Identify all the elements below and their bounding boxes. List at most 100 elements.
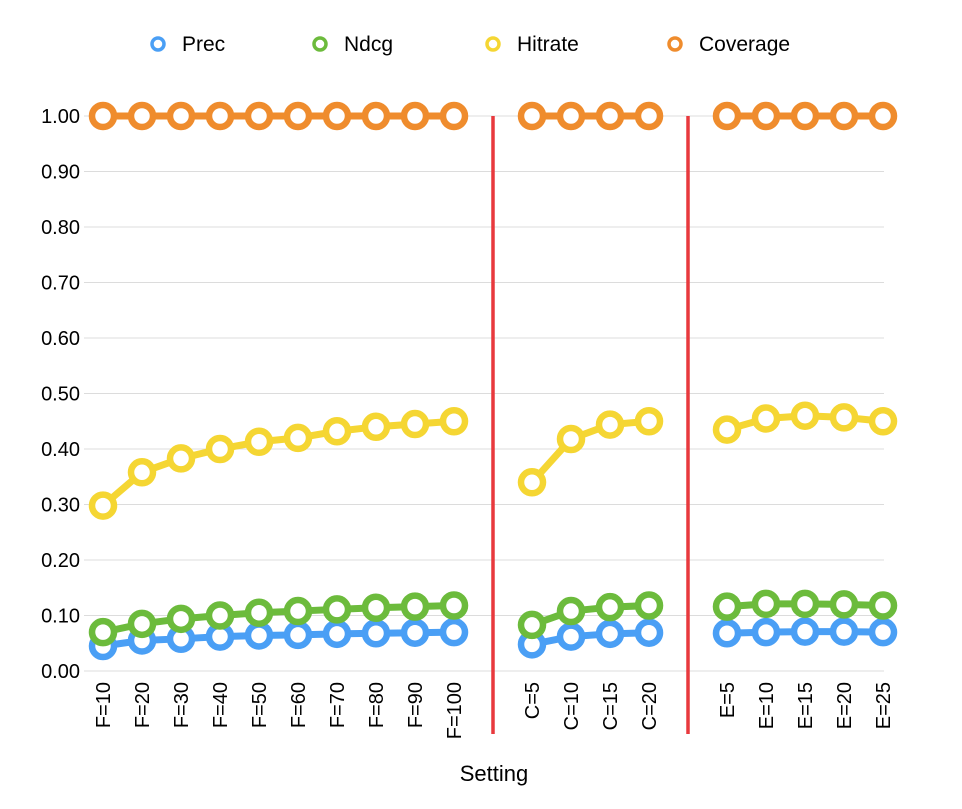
legend-label: Prec	[182, 33, 225, 56]
x-tick-label: F=10	[93, 682, 115, 728]
data-point	[322, 595, 352, 624]
data-point	[127, 609, 157, 639]
legend-item-prec: Prec	[150, 33, 225, 56]
data-point	[751, 101, 781, 131]
x-tick-label: C=5	[522, 682, 544, 719]
y-tick-label: 0.90	[41, 162, 80, 184]
data-point	[829, 101, 859, 131]
x-tick-label: F=50	[249, 682, 271, 728]
data-point	[166, 101, 196, 131]
data-point	[712, 415, 742, 444]
data-point	[517, 468, 547, 497]
data-point	[244, 101, 274, 131]
data-point	[361, 412, 391, 442]
grid	[84, 115, 884, 672]
x-axis-label: Setting	[460, 761, 529, 786]
data-point	[868, 101, 898, 131]
x-tick-label: E=5	[717, 682, 739, 718]
data-point	[283, 620, 313, 650]
series-line	[528, 602, 653, 629]
data-point	[790, 589, 820, 619]
data-point	[322, 101, 352, 131]
data-point	[556, 424, 586, 454]
x-tick-label: F=100	[444, 682, 466, 739]
y-tick-label: 0.00	[41, 661, 80, 683]
x-tick-label: F=30	[171, 682, 193, 728]
data-point	[361, 101, 391, 131]
data-point	[634, 591, 664, 620]
x-axis-ticks: F=10 F=20 F=30 F=40 F=50 F=60 F=70 F=80 F=90 F=10…	[93, 682, 895, 739]
data-point	[517, 610, 547, 640]
legend-item-hitrate: Hitrate	[485, 33, 579, 56]
y-tick-label: 0.70	[41, 273, 80, 295]
data-point	[244, 598, 274, 627]
data-point	[751, 617, 781, 647]
x-tick-label: C=10	[561, 682, 583, 730]
data-point	[400, 101, 430, 131]
data-point	[712, 101, 742, 131]
x-tick-label: C=20	[639, 682, 661, 730]
legend-item-ndcg: Ndcg	[312, 33, 393, 56]
data-point	[400, 592, 430, 621]
x-tick-label: F=20	[132, 682, 154, 728]
data-point	[88, 617, 118, 647]
y-axis-ticks: 0.00 0.10 0.20 0.30 0.40 0.50 0.60 0.70 0.80 0.90…	[41, 106, 80, 683]
data-point	[205, 434, 235, 464]
data-point	[790, 617, 820, 646]
data-point	[361, 619, 391, 648]
data-point	[829, 590, 859, 619]
data-point	[439, 407, 469, 436]
data-point	[400, 618, 430, 647]
data-point	[361, 593, 391, 622]
data-point	[829, 403, 859, 432]
data-point	[751, 589, 781, 619]
x-tick-label: F=90	[405, 682, 427, 728]
data-point	[595, 410, 625, 439]
data-point	[556, 101, 586, 131]
legend-marker	[150, 36, 166, 52]
x-tick-label: E=20	[834, 682, 856, 729]
data-point	[712, 619, 742, 648]
data-point	[556, 622, 586, 651]
data-point	[634, 101, 664, 131]
legend-marker	[312, 36, 328, 52]
series-line	[99, 602, 458, 636]
data-point	[595, 619, 625, 649]
data-point	[595, 101, 625, 131]
legend-item-coverage: Coverage	[667, 33, 790, 56]
series-coverage	[88, 101, 898, 131]
data-point	[127, 101, 157, 131]
legend-label: Coverage	[699, 33, 790, 56]
y-tick-label: 0.60	[41, 328, 80, 350]
data-point	[868, 617, 898, 647]
data-point	[283, 423, 313, 453]
data-point	[283, 596, 313, 626]
data-point	[166, 444, 196, 473]
data-point	[634, 618, 664, 647]
data-point	[556, 596, 586, 626]
legend-marker	[667, 36, 683, 52]
data-point	[439, 617, 469, 647]
legend: Prec Ndcg Hitrate Coverage	[150, 33, 790, 56]
data-point	[868, 591, 898, 620]
data-point	[244, 427, 274, 457]
series-line	[99, 628, 458, 650]
x-tick-label: F=60	[288, 682, 310, 728]
y-tick-label: 1.00	[41, 106, 80, 128]
series-line	[99, 417, 458, 510]
series-ndcg	[88, 589, 898, 647]
data-point	[439, 101, 469, 131]
data-point	[88, 491, 118, 520]
y-tick-label: 0.30	[41, 495, 80, 517]
legend-label: Hitrate	[517, 33, 579, 56]
x-tick-label: F=80	[366, 682, 388, 728]
y-tick-label: 0.10	[41, 606, 80, 628]
x-tick-label: C=15	[600, 682, 622, 730]
data-point	[751, 404, 781, 433]
series-hitrate	[88, 401, 898, 520]
data-point	[88, 101, 118, 131]
data-point	[283, 101, 313, 131]
x-tick-label: E=10	[756, 682, 778, 729]
